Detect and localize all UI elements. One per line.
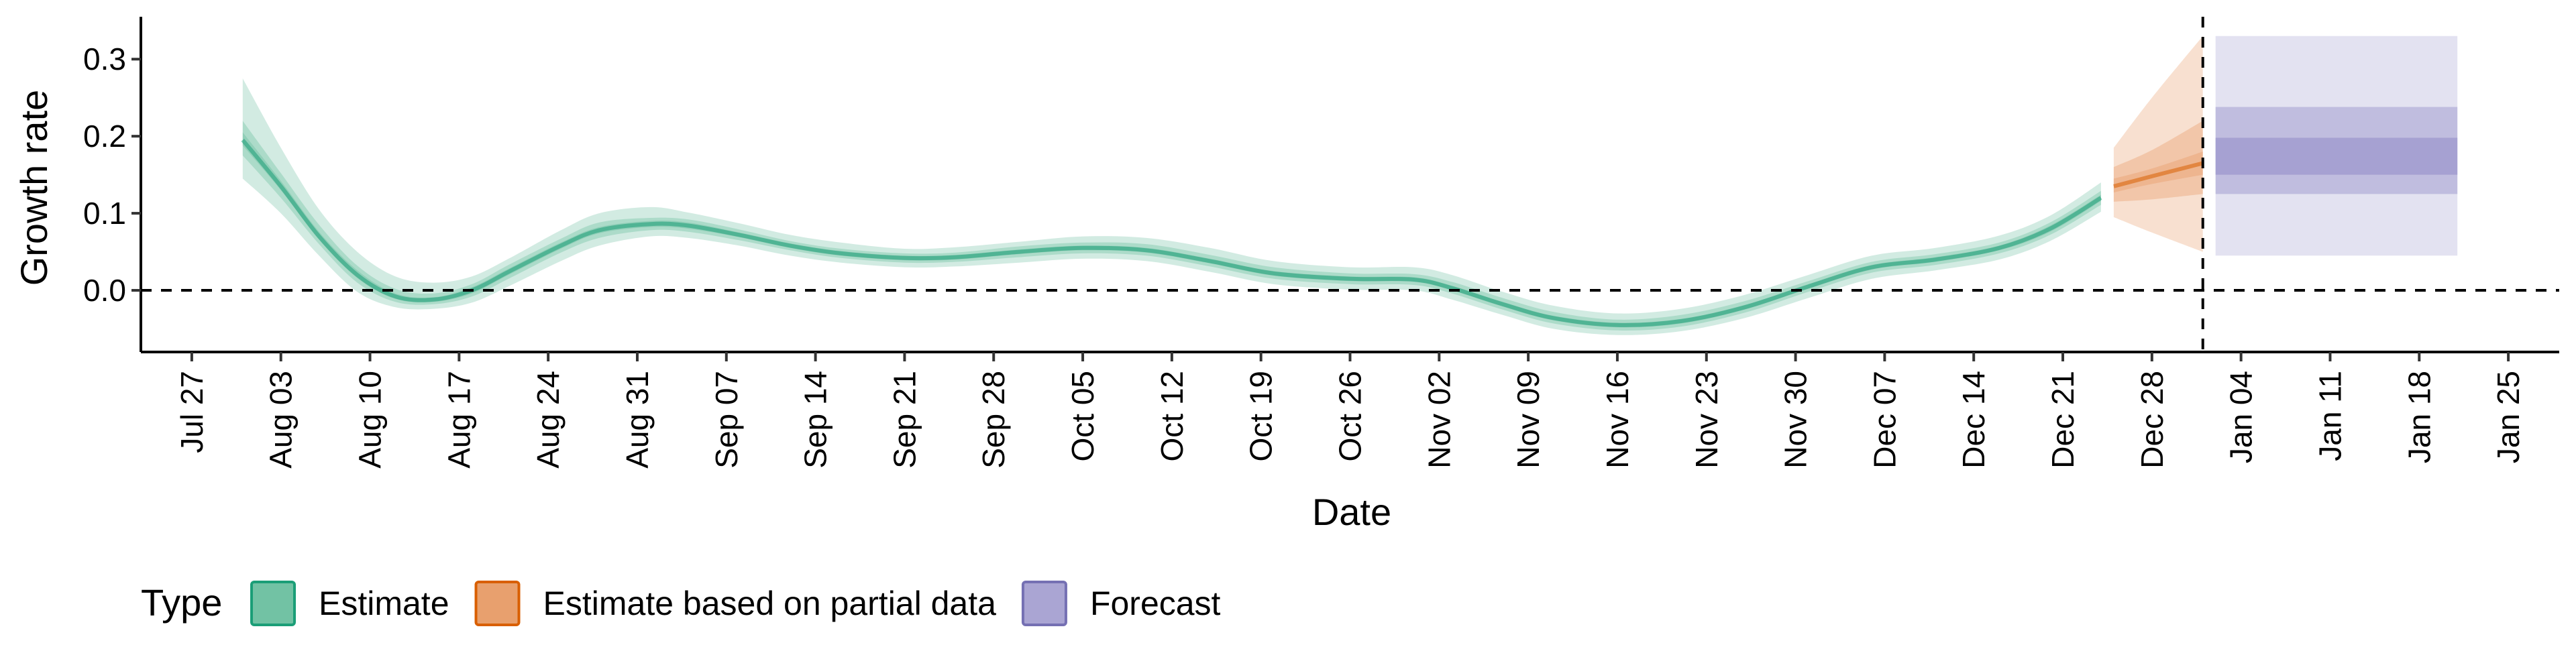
x-tick-label: Sep 21 bbox=[887, 371, 922, 469]
x-tick-label: Sep 14 bbox=[798, 371, 833, 469]
x-tick-label: Jul 27 bbox=[174, 371, 209, 453]
x-tick-label: Nov 16 bbox=[1600, 371, 1635, 469]
x-tick-label: Nov 02 bbox=[1421, 371, 1456, 469]
x-tick-label: Jan 18 bbox=[2402, 371, 2436, 463]
x-tick-label: Oct 26 bbox=[1333, 371, 1368, 462]
median-lines-layer bbox=[241, 138, 2204, 327]
y-tick-label: 0.3 bbox=[83, 42, 126, 76]
x-tick-label: Aug 10 bbox=[353, 371, 388, 469]
x-tick-label: Aug 24 bbox=[531, 371, 566, 469]
legend-swatch-estimate bbox=[250, 581, 296, 626]
legend-swatch-estimate-based-on-partial-data bbox=[474, 581, 521, 626]
legend-label-estimate: Estimate bbox=[319, 585, 449, 622]
estimate-median-line bbox=[241, 138, 2102, 327]
x-tick-label: Jan 25 bbox=[2491, 371, 2526, 463]
estimate-based-on-partial-data-band-90 bbox=[2113, 36, 2203, 252]
estimate-based-on-partial-data-median-line bbox=[2113, 161, 2204, 188]
x-tick-label: Sep 28 bbox=[976, 371, 1011, 469]
y-axis-title: Growth rate bbox=[13, 90, 55, 286]
x-tick-label: Nov 30 bbox=[1778, 371, 1813, 469]
estimate-band-20 bbox=[242, 132, 2101, 328]
y-tick-label: 0.0 bbox=[83, 273, 126, 308]
x-tick-label: Oct 12 bbox=[1155, 371, 1189, 462]
x-tick-label: Nov 09 bbox=[1511, 371, 1546, 469]
x-axis-title: Date bbox=[1312, 491, 1391, 533]
x-tick-label: Dec 28 bbox=[2135, 371, 2169, 469]
x-tick-label: Nov 23 bbox=[1689, 371, 1724, 469]
x-tick-label: Dec 07 bbox=[1867, 371, 1902, 469]
y-tick-label: 0.1 bbox=[83, 196, 126, 231]
x-tick-label: Jan 11 bbox=[2313, 371, 2348, 461]
x-tick-label: Oct 05 bbox=[1065, 371, 1100, 462]
forecast-band-20 bbox=[2215, 137, 2458, 175]
estimate-band-90 bbox=[242, 78, 2101, 335]
reference-lines-layer bbox=[141, 17, 2559, 352]
x-tick-label: Aug 17 bbox=[441, 371, 476, 469]
x-tick-label: Jan 04 bbox=[2224, 371, 2259, 463]
x-tick-label: Dec 21 bbox=[2045, 371, 2080, 469]
legend-label-estimate-based-on-partial-data: Estimate based on partial data bbox=[543, 585, 997, 622]
x-tick-label: Oct 19 bbox=[1244, 371, 1279, 462]
legend-label-forecast: Forecast bbox=[1090, 585, 1221, 622]
legend-title: Type bbox=[141, 581, 222, 624]
x-tick-label: Aug 31 bbox=[620, 371, 655, 469]
axes-layer: 0.0 0.1 0.2 0.3 Jul 27 Aug 03 Aug 10 Aug 17 Aug … bbox=[83, 17, 2559, 469]
x-tick-label: Dec 14 bbox=[1956, 371, 1991, 469]
y-tick-label: 0.2 bbox=[83, 119, 126, 154]
legend: Type Estimate Estimate based on partial da… bbox=[141, 581, 1221, 626]
x-tick-label: Sep 07 bbox=[709, 371, 744, 469]
x-tick-label: Aug 03 bbox=[264, 371, 299, 469]
estimate-band-50 bbox=[242, 121, 2101, 331]
legend-swatch-forecast bbox=[1021, 581, 1067, 626]
